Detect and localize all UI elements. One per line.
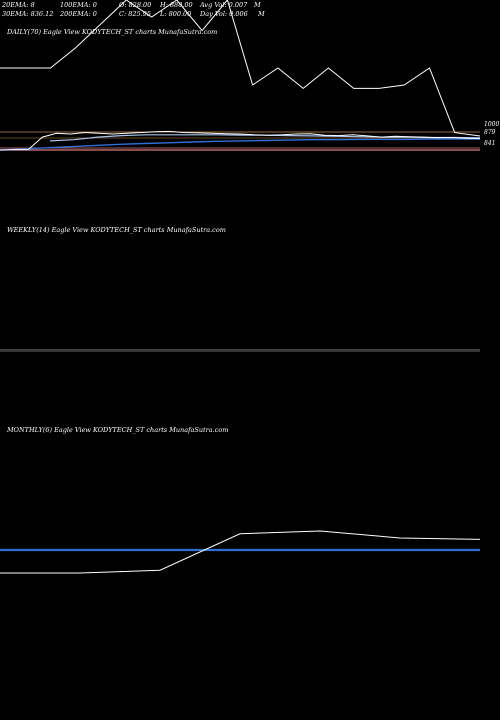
- weekly-panel-title: WEEKLY(14) Eagle View KODYTECH_ST charts…: [7, 226, 226, 234]
- cutoff-label-2: M: [258, 10, 265, 18]
- price-tick-841: 841: [484, 140, 496, 147]
- monthly-price-line: [0, 530, 481, 574]
- open-stat: O: 828.00: [119, 1, 152, 9]
- ema20-stat: 20EMA: 8: [2, 1, 35, 9]
- monthly-panel: [0, 530, 481, 574]
- daily-panel-title: DAILY(70) Eagle View KODYTECH_ST charts …: [7, 28, 218, 36]
- ema200-stat: 200EMA: 0: [60, 10, 97, 18]
- ema30-stat: 30EMA: 836.12: [2, 10, 54, 18]
- volume-line: [0, 0, 481, 137]
- close-stat: C: 825.95: [119, 10, 151, 18]
- high-stat: H: 880.00: [160, 1, 193, 9]
- ema100-stat: 100EMA: 0: [60, 1, 97, 9]
- day-vol-stat: Day Vol: 0.006: [200, 10, 248, 18]
- low-stat: L: 800.00: [160, 10, 192, 18]
- price-tick-1000: 1000: [484, 121, 500, 128]
- ema-slow-line: [0, 138, 480, 151]
- weekly-panel: [0, 349, 480, 352]
- cutoff-label-1: M: [254, 1, 261, 9]
- monthly-panel-title: MONTHLY(6) Eagle View KODYTECH_ST charts…: [7, 426, 229, 434]
- price-tick-879: 879: [484, 129, 496, 136]
- daily-panel: [0, 0, 481, 151]
- price-line: [0, 130, 481, 151]
